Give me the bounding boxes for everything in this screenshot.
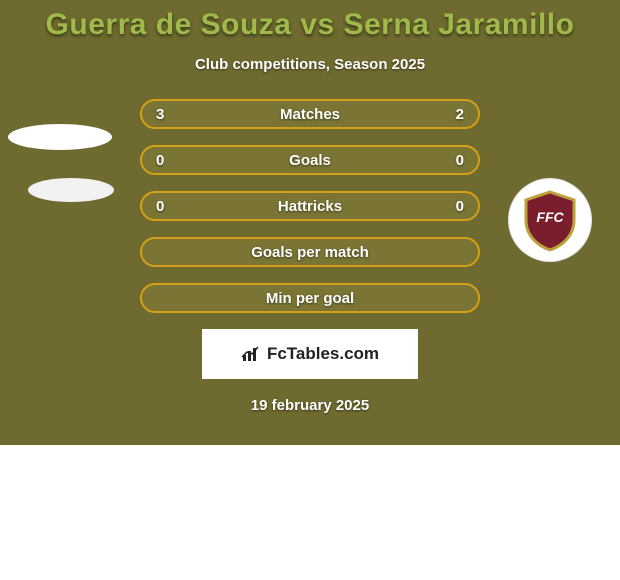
stat-label: Min per goal [266,290,354,307]
stat-label: Hattricks [278,198,342,215]
left-badge-2 [28,178,114,202]
right-team-crest: FFC [508,178,592,262]
stat-row: 3 Matches 2 [140,99,480,129]
shield-icon: FFC [518,188,582,252]
watermark-text: FcTables.com [267,344,379,364]
subtitle: Club competitions, Season 2025 [0,56,620,73]
stat-label: Goals per match [251,244,369,261]
stat-row: Goals per match [140,237,480,267]
left-badge-1 [8,124,112,150]
stat-row: 0 Goals 0 [140,145,480,175]
svg-text:FFC: FFC [536,209,564,225]
chart-icon [241,345,263,363]
watermark: FcTables.com [202,329,418,379]
blank-area [0,445,620,580]
date: 19 february 2025 [0,397,620,414]
stat-right-value: 2 [456,106,464,123]
stat-row: Min per goal [140,283,480,313]
stat-label: Goals [289,152,331,169]
stat-left-value: 0 [156,198,164,215]
stat-right-value: 0 [456,152,464,169]
stat-left-value: 3 [156,106,164,123]
stat-left-value: 0 [156,152,164,169]
stat-row: 0 Hattricks 0 [140,191,480,221]
stat-right-value: 0 [456,198,464,215]
page-title: Guerra de Souza vs Serna Jaramillo [0,8,620,42]
stat-label: Matches [280,106,340,123]
comparison-card: Guerra de Souza vs Serna Jaramillo Club … [0,0,620,445]
